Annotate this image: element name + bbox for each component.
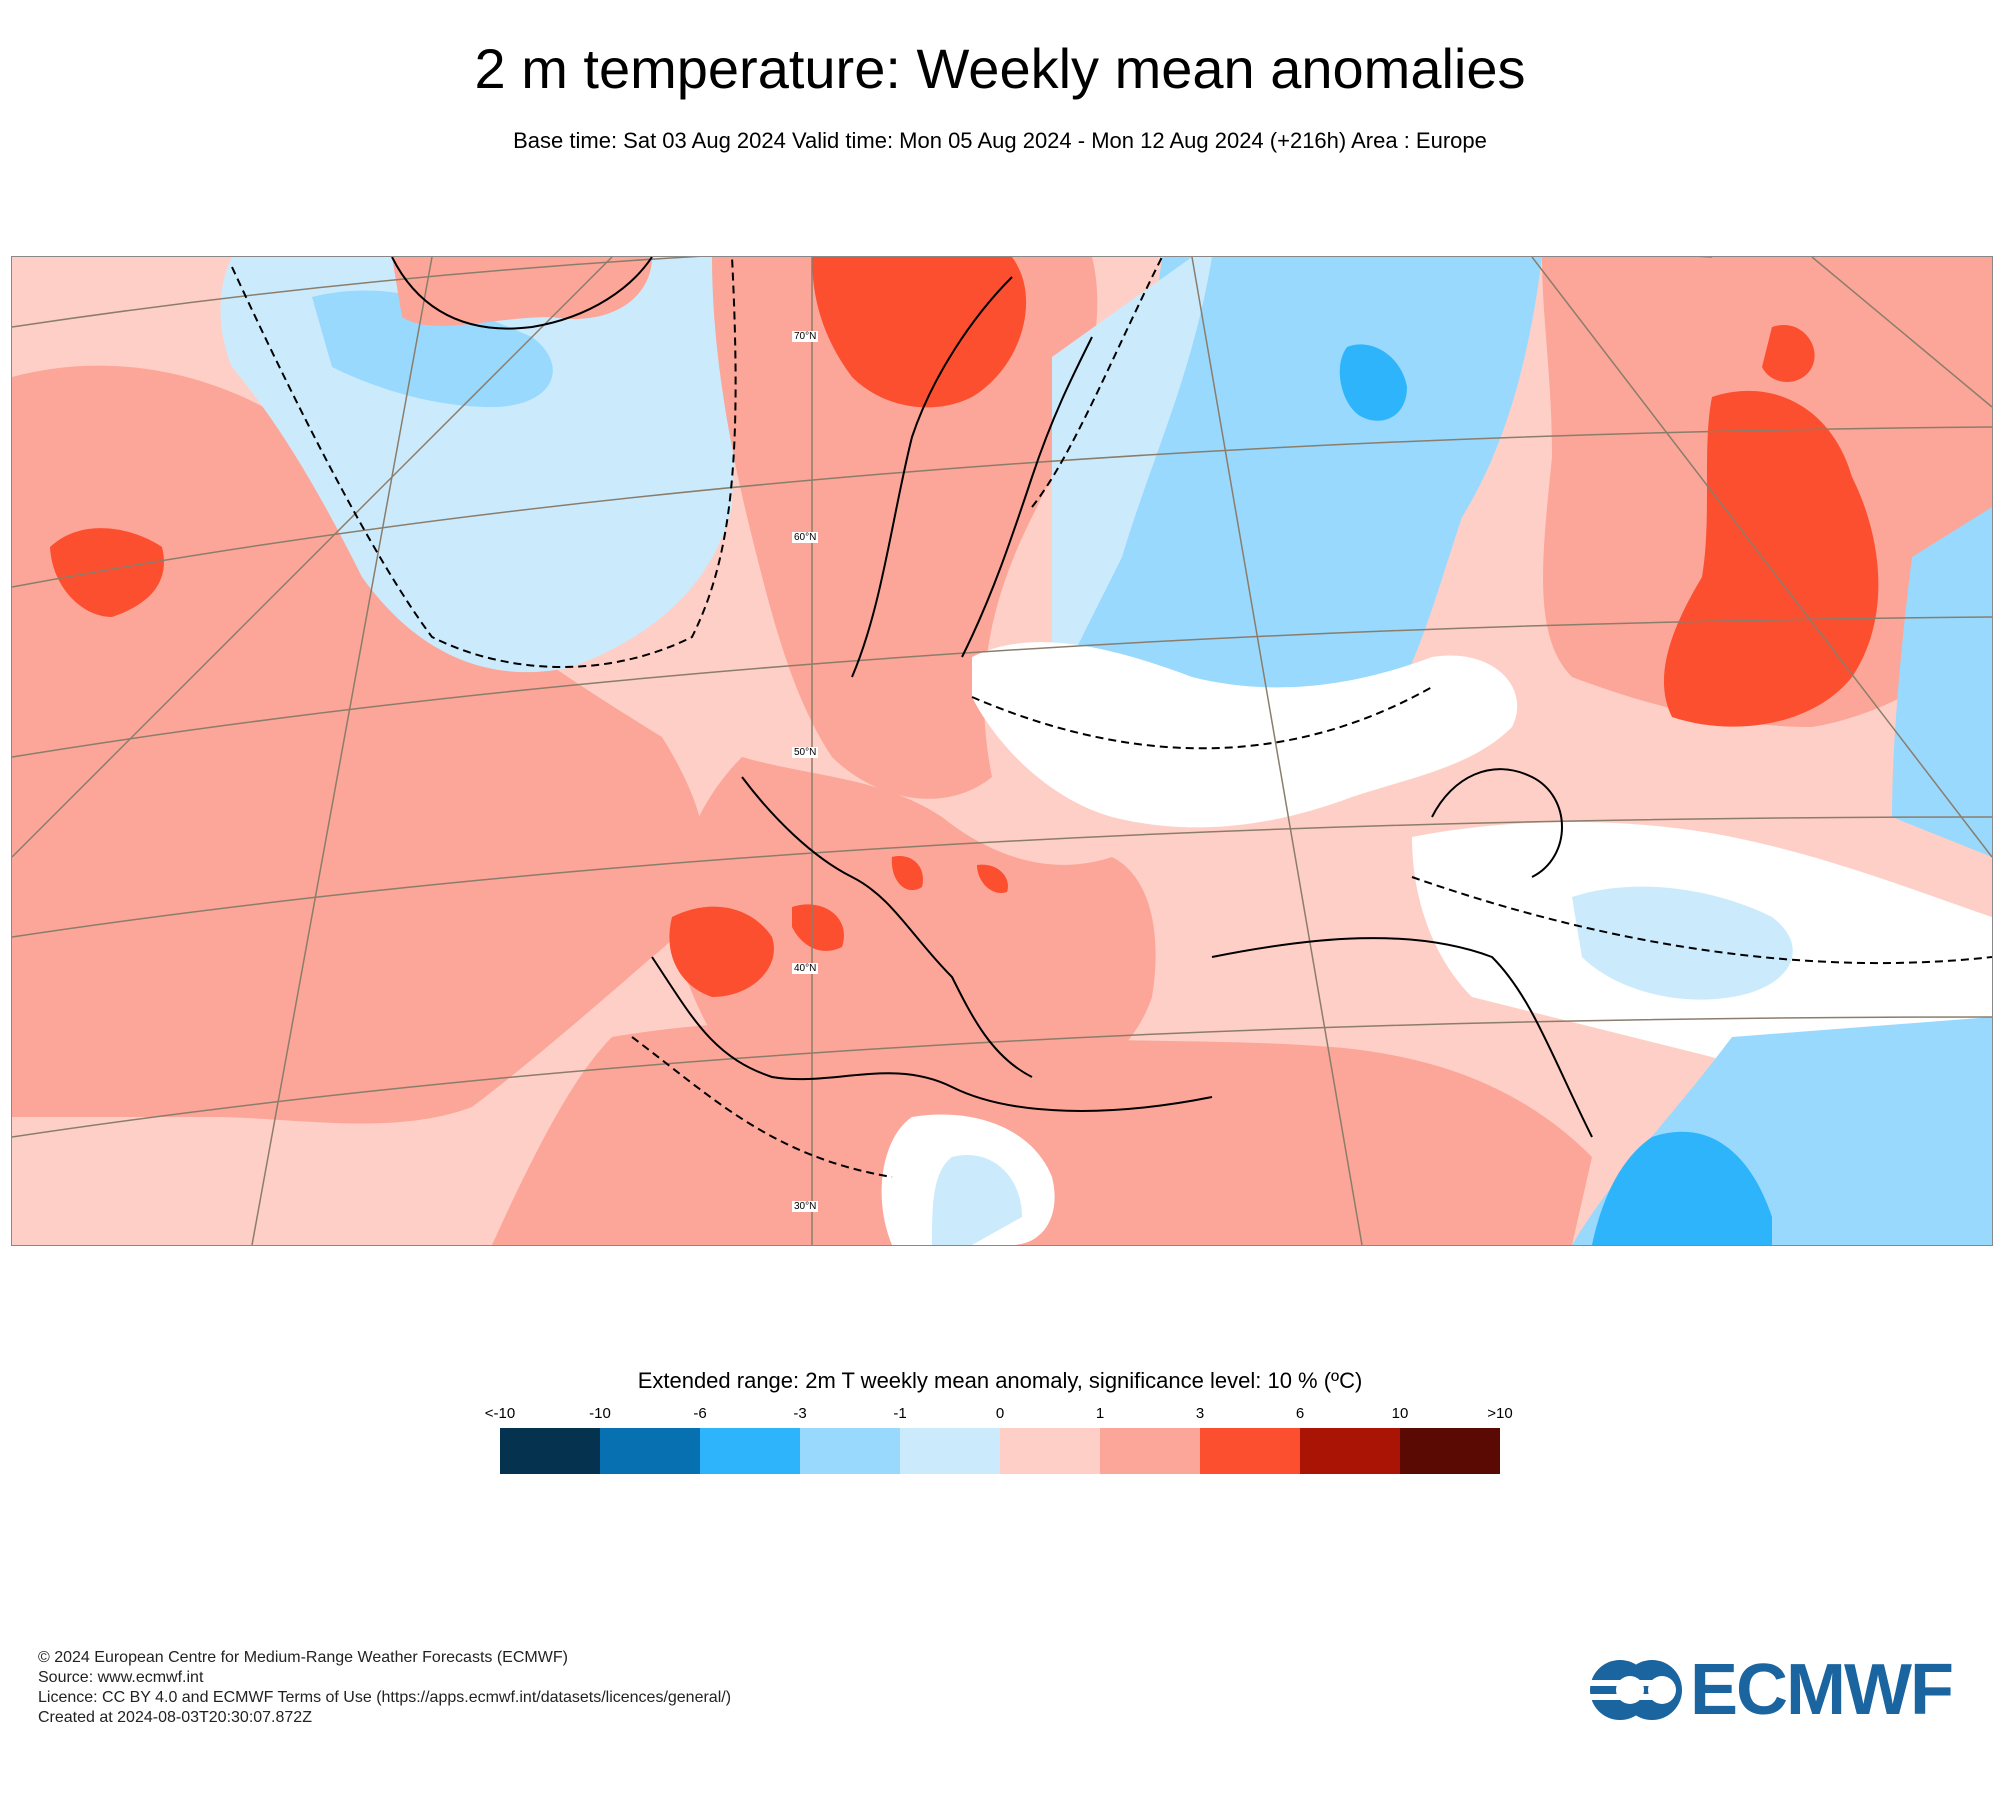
chart-title: 2 m temperature: Weekly mean anomalies <box>474 37 1526 100</box>
ecmwf-logo-text: ECMWF <box>1690 1650 1954 1730</box>
region-kazakh-hot <box>1762 325 1815 382</box>
region-north-africa-warm <box>492 1020 1592 1245</box>
map-canvas <box>12 257 1992 1245</box>
anomaly-map: 70°N 60°N 50°N 40°N 30°N <box>11 256 1993 1246</box>
legend-title: Extended range: 2m T weekly mean anomaly… <box>637 1368 1363 1393</box>
legend-tick-0: <-10 <box>484 1405 516 1422</box>
region-eastern-europe-neutral <box>972 642 1518 828</box>
legend-colorbar <box>500 1428 1500 1474</box>
legend-swatch-0 <box>500 1428 600 1474</box>
lat-label-40: 40°N <box>792 963 819 974</box>
legend-swatch-7 <box>1200 1428 1300 1474</box>
region-baltic-cool <box>1052 257 1212 697</box>
region-scandinavia-warm <box>712 257 1098 799</box>
legend-swatch-3 <box>800 1428 900 1474</box>
ecmwf-logo: ECMWF <box>1590 1650 1965 1730</box>
region-norway-hot <box>812 257 1027 408</box>
chart-subtitle: Base time: Sat 03 Aug 2024 Valid time: M… <box>513 128 1487 153</box>
footer-created: Created at 2024-08-03T20:30:07.872Z <box>38 1709 312 1726</box>
region-iberia-hot <box>669 906 774 997</box>
significance-contours <box>231 257 1992 1178</box>
region-sardinia-hot <box>977 864 1008 893</box>
region-volga-hot <box>1663 390 1879 727</box>
region-atlantic-hot <box>50 528 164 617</box>
legend-tick-10: >10 <box>1487 1405 1513 1422</box>
legend-tick-9: 10 <box>1391 1405 1409 1422</box>
legend-tick-1: -10 <box>589 1405 611 1422</box>
region-russia-colder <box>1339 344 1407 421</box>
lat-label-60: 60°N <box>792 532 819 543</box>
region-france-hot <box>792 904 844 951</box>
lat-label-50: 50°N <box>792 747 819 758</box>
legend-tick-7: 3 <box>1195 1405 1205 1422</box>
legend-tick-5: 0 <box>995 1405 1005 1422</box>
coastlines <box>391 257 1593 1138</box>
legend-tick-6: 1 <box>1095 1405 1105 1422</box>
region-sahara-cool <box>932 1155 1022 1245</box>
legend-swatch-9 <box>1400 1428 1500 1474</box>
legend-swatch-4 <box>900 1428 1000 1474</box>
region-atlantic-warm <box>12 365 706 1124</box>
footer: © 2024 European Centre for Medium-Range … <box>38 1648 731 1728</box>
legend-tick-3: -3 <box>793 1405 807 1422</box>
region-east-cool <box>1892 507 1992 857</box>
footer-source: Source: www.ecmwf.int <box>38 1669 204 1686</box>
legend-swatch-8 <box>1300 1428 1400 1474</box>
legend-swatch-5 <box>1000 1428 1100 1474</box>
footer-licence: Licence: CC BY 4.0 and ECMWF Terms of Us… <box>38 1689 732 1706</box>
lat-label-70: 70°N <box>792 331 819 342</box>
ecmwf-logo-icon <box>1590 1660 1682 1720</box>
legend-tick-8: 6 <box>1295 1405 1305 1422</box>
region-middle-east-cool <box>1572 886 1793 1000</box>
legend-tick-4: -1 <box>893 1405 907 1422</box>
legend-swatch-2 <box>700 1428 800 1474</box>
legend-swatch-1 <box>600 1428 700 1474</box>
legend-swatch-6 <box>1100 1428 1200 1474</box>
footer-copyright: © 2024 European Centre for Medium-Range … <box>38 1649 568 1666</box>
region-gulf-colder <box>1592 1131 1772 1245</box>
region-greenland-cool <box>312 290 553 407</box>
lat-label-30: 30°N <box>792 1201 819 1212</box>
legend-tick-2: -6 <box>693 1405 707 1422</box>
region-italy-hot <box>891 856 923 891</box>
